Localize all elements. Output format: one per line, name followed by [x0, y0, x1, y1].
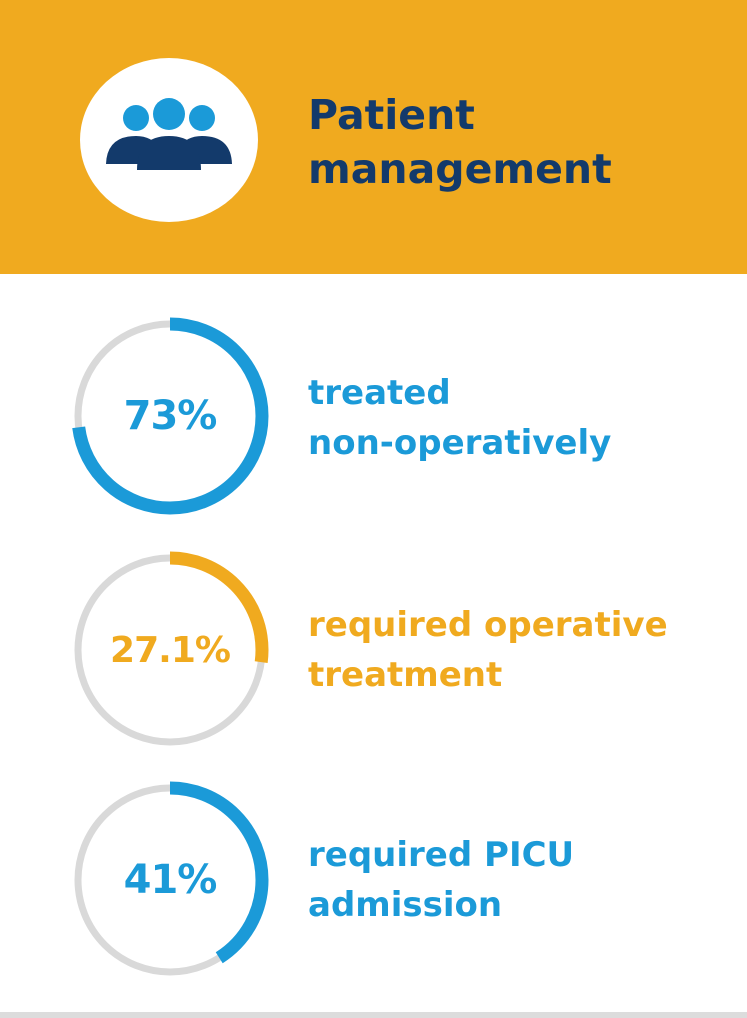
header-banner: Patient management — [0, 0, 747, 274]
title-line-1: Patient — [308, 91, 475, 139]
icon-badge — [80, 58, 258, 222]
page-title: Patient management — [308, 88, 728, 196]
progress-ring-fill — [71, 551, 269, 749]
progress-ring-fill — [71, 781, 269, 979]
stat-label-line-1: treated — [308, 373, 451, 413]
stat-label-line-1: required operative — [308, 605, 668, 645]
stat-item: 41% required PICU admission — [0, 780, 747, 980]
stat-label-line-2: non-operatively — [308, 423, 612, 463]
stat-value: 27.1% — [110, 629, 231, 671]
stat-label-line-1: required PICU — [308, 835, 575, 875]
stat-value: 73% — [123, 393, 218, 439]
progress-ring — [71, 317, 269, 515]
people-group-icon — [106, 98, 232, 170]
progress-ring — [71, 781, 269, 979]
bottom-divider — [0, 1012, 747, 1018]
stat-item: 73% treated non-operatively — [0, 316, 747, 516]
stat-label: treated non-operatively — [308, 368, 728, 468]
progress-ring-fill — [71, 317, 269, 515]
title-line-2: management — [308, 145, 612, 193]
progress-ring — [71, 551, 269, 749]
stat-label-line-2: admission — [308, 885, 503, 925]
stat-item: 27.1% required operative treatment — [0, 550, 747, 750]
stat-label: required operative treatment — [308, 600, 728, 700]
stat-label-line-2: treatment — [308, 655, 503, 695]
stat-label: required PICU admission — [308, 830, 728, 930]
stat-value: 41% — [123, 857, 218, 903]
